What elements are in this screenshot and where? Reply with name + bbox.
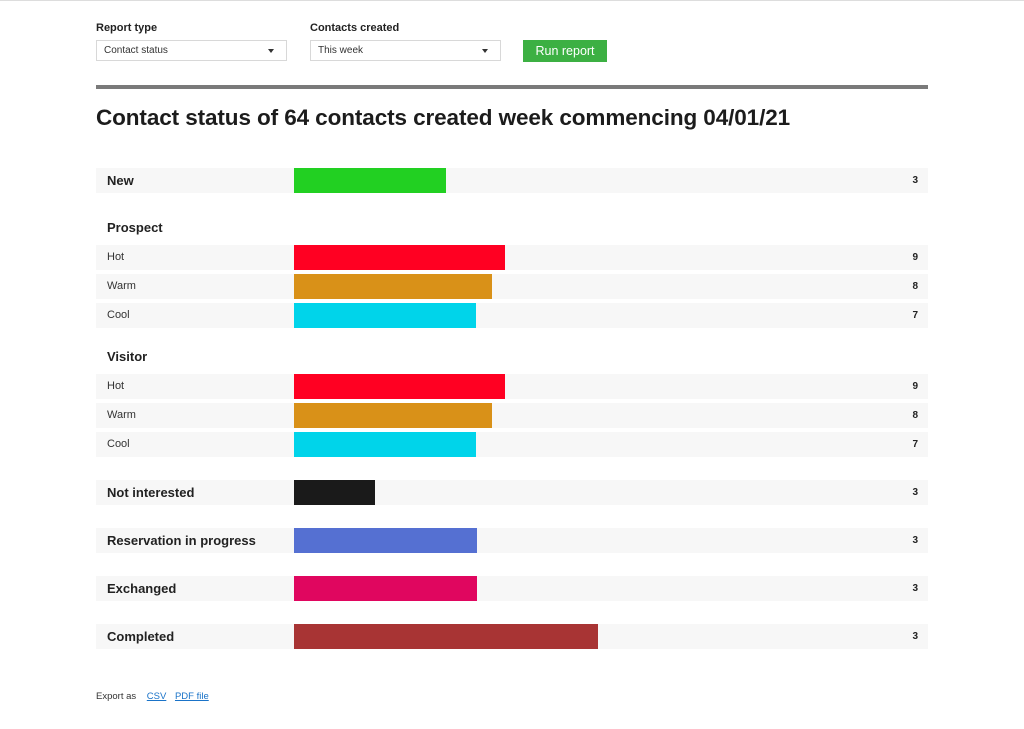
status-label: Warm <box>107 280 136 292</box>
page-title: Contact status of 64 contacts created we… <box>96 105 791 130</box>
status-label: Not interested <box>107 485 195 500</box>
status-count: 3 <box>912 175 918 186</box>
status-label: Exchanged <box>107 581 177 596</box>
status-label: Hot <box>107 380 125 392</box>
status-count: 3 <box>912 487 918 498</box>
status-label: Cool <box>107 309 130 321</box>
status-row-warm: Warm 8 <box>96 403 928 428</box>
status-label: New <box>107 173 134 188</box>
status-label: Reservation in progress <box>107 533 256 548</box>
export-csv-link[interactable]: CSV <box>146 691 167 702</box>
status-bar <box>294 303 476 328</box>
status-row-new: New 3 <box>96 168 928 193</box>
export-pdf-link[interactable]: PDF file <box>174 691 209 702</box>
status-bar <box>294 274 492 299</box>
status-count: 9 <box>912 252 918 263</box>
status-bar <box>294 168 446 193</box>
status-bar <box>294 374 505 399</box>
status-count: 8 <box>912 410 918 421</box>
group-heading-prospect: Prospect <box>107 220 163 235</box>
status-bar <box>294 624 598 649</box>
chevron-down-icon <box>268 49 274 53</box>
divider <box>96 85 928 89</box>
export-bar: Export as CSV PDF file <box>96 691 209 702</box>
status-count: 7 <box>912 310 918 321</box>
status-row-completed: Completed 3 <box>96 624 928 649</box>
status-count: 3 <box>912 631 918 642</box>
status-row-hot: Hot 9 <box>96 374 928 399</box>
status-row-hot: Hot 9 <box>96 245 928 270</box>
contacts-created-label: Contacts created <box>310 22 400 34</box>
status-count: 8 <box>912 281 918 292</box>
status-count: 3 <box>912 535 918 546</box>
status-bar <box>294 432 476 457</box>
status-bar <box>294 528 477 553</box>
status-row-cool: Cool 7 <box>96 303 928 328</box>
status-bar <box>294 576 477 601</box>
status-label: Completed <box>107 629 175 644</box>
export-label: Export as <box>96 691 137 702</box>
status-bar <box>294 480 375 505</box>
status-row-warm: Warm 8 <box>96 274 928 299</box>
status-bar <box>294 245 505 270</box>
status-label: Hot <box>107 251 125 263</box>
status-count: 3 <box>912 583 918 594</box>
status-row-exchanged: Exchanged 3 <box>96 576 928 601</box>
contacts-created-value: This week <box>318 45 364 56</box>
report-type-label: Report type <box>96 22 158 34</box>
status-row-reservation-in-progress: Reservation in progress 3 <box>96 528 928 553</box>
status-row-not-interested: Not interested 3 <box>96 480 928 505</box>
report-type-select[interactable]: Contact status <box>96 40 287 61</box>
chevron-down-icon <box>482 49 488 53</box>
contacts-created-select[interactable]: This week <box>310 40 501 61</box>
status-label: Cool <box>107 438 130 450</box>
run-report-button[interactable]: Run report <box>523 40 607 62</box>
report-type-value: Contact status <box>104 45 168 56</box>
status-row-cool: Cool 7 <box>96 432 928 457</box>
status-count: 9 <box>912 381 918 392</box>
status-count: 7 <box>912 439 918 450</box>
status-bar <box>294 403 492 428</box>
group-heading-visitor: Visitor <box>107 349 148 364</box>
status-label: Warm <box>107 409 136 421</box>
